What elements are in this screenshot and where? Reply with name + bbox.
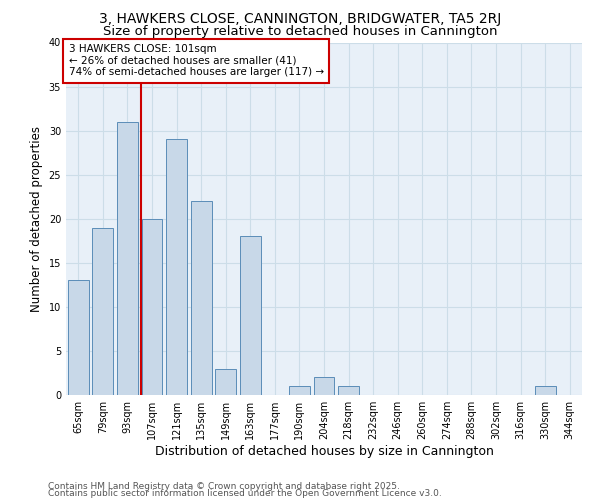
Bar [68, 280, 89, 395]
Bar [117, 122, 138, 395]
Bar [92, 228, 113, 395]
Bar [166, 140, 187, 395]
Text: 3 HAWKERS CLOSE: 101sqm
← 26% of detached houses are smaller (41)
74% of semi-de: 3 HAWKERS CLOSE: 101sqm ← 26% of detache… [68, 44, 324, 78]
X-axis label: Distribution of detached houses by size in Cannington: Distribution of detached houses by size … [155, 445, 493, 458]
Bar [215, 368, 236, 395]
Bar [289, 386, 310, 395]
Bar [338, 386, 359, 395]
Text: 3, HAWKERS CLOSE, CANNINGTON, BRIDGWATER, TA5 2RJ: 3, HAWKERS CLOSE, CANNINGTON, BRIDGWATER… [99, 12, 501, 26]
Text: Contains HM Land Registry data © Crown copyright and database right 2025.: Contains HM Land Registry data © Crown c… [48, 482, 400, 491]
Y-axis label: Number of detached properties: Number of detached properties [30, 126, 43, 312]
Bar [535, 386, 556, 395]
Text: Contains public sector information licensed under the Open Government Licence v3: Contains public sector information licen… [48, 490, 442, 498]
Text: Size of property relative to detached houses in Cannington: Size of property relative to detached ho… [103, 25, 497, 38]
Bar [142, 219, 163, 395]
Bar [314, 378, 334, 395]
Bar [240, 236, 261, 395]
Bar [191, 201, 212, 395]
